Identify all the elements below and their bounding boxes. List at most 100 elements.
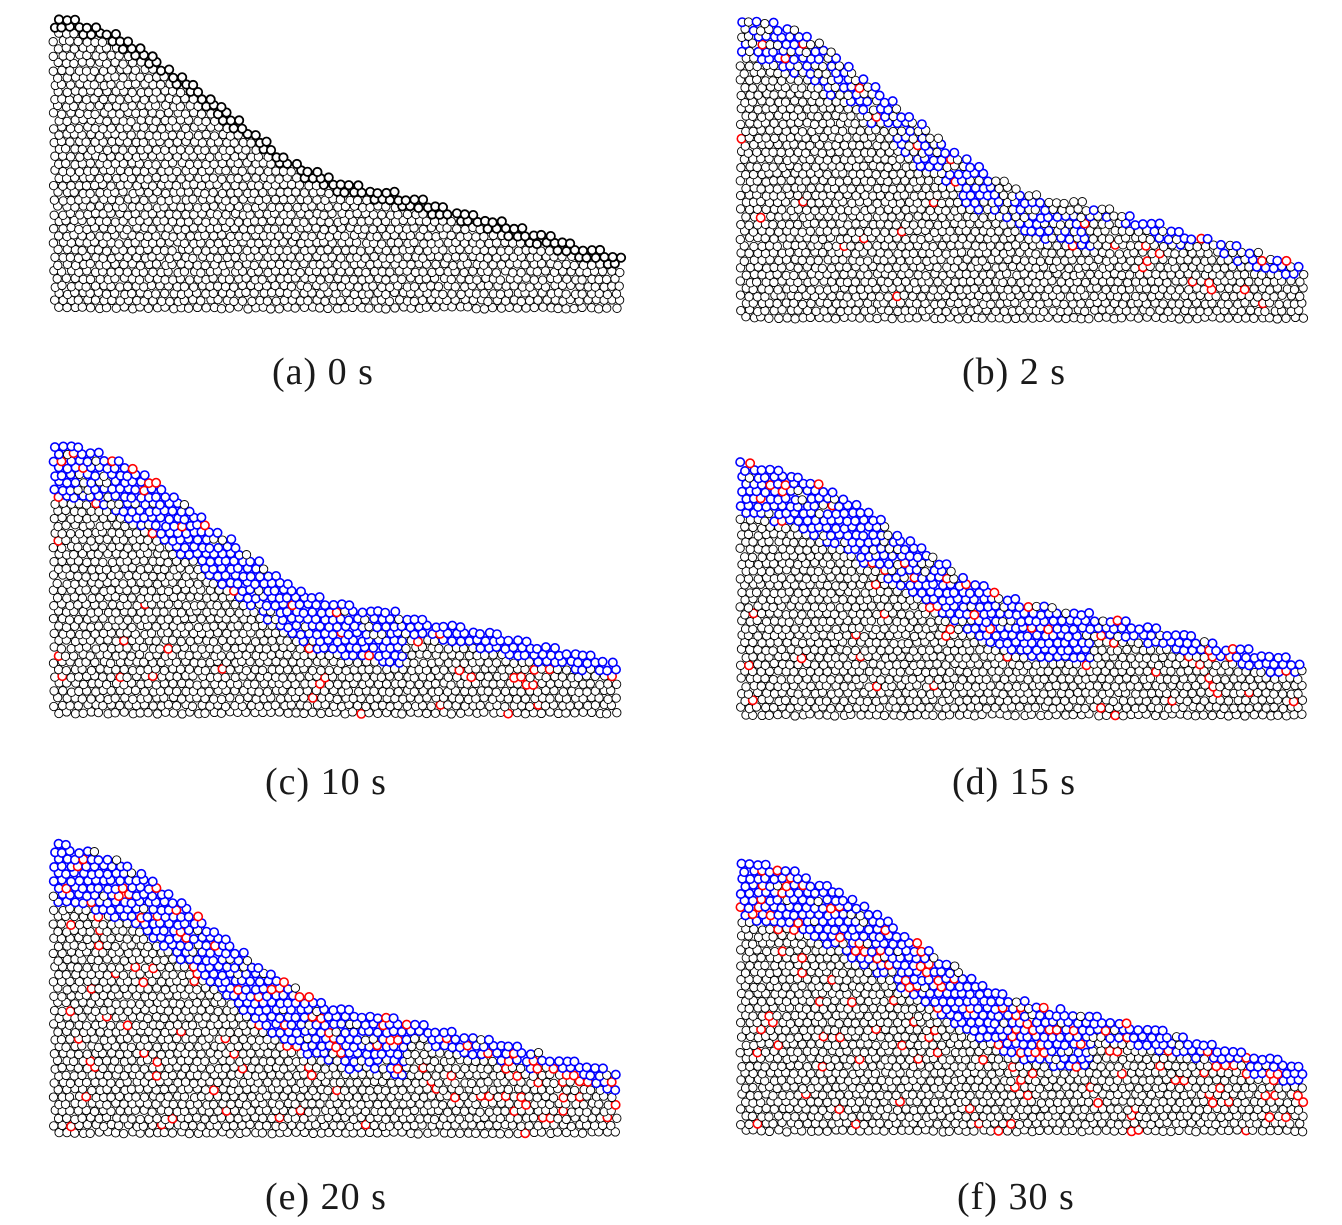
particle — [377, 223, 387, 234]
particle — [81, 630, 91, 640]
particle — [784, 220, 795, 230]
particle — [307, 692, 318, 703]
particle — [1068, 681, 1078, 691]
particle — [1186, 234, 1197, 245]
particle — [122, 267, 133, 277]
particle — [1003, 241, 1013, 252]
particle — [123, 281, 133, 292]
particle — [138, 137, 149, 148]
particle — [896, 126, 907, 136]
particle — [822, 111, 832, 121]
particle — [90, 470, 101, 481]
particle — [603, 694, 613, 704]
particle — [1297, 695, 1308, 705]
particle — [1118, 696, 1129, 706]
particle — [872, 313, 882, 324]
particle — [163, 586, 174, 597]
particle — [1126, 241, 1136, 251]
particle — [446, 636, 457, 647]
particle — [118, 131, 128, 141]
particle — [69, 550, 79, 560]
particle — [1076, 227, 1087, 238]
particle — [1064, 674, 1075, 684]
particle — [1253, 247, 1263, 258]
particle — [744, 660, 754, 671]
particle — [65, 252, 76, 263]
particle — [862, 298, 873, 308]
particle — [500, 644, 511, 655]
particle — [291, 708, 301, 718]
particle — [764, 285, 774, 295]
particle — [114, 499, 124, 509]
particle — [1052, 667, 1062, 677]
particle — [393, 238, 404, 248]
particle — [307, 665, 318, 676]
particle — [760, 18, 770, 29]
particle — [1170, 674, 1180, 685]
particle — [971, 682, 981, 692]
particle — [851, 219, 861, 229]
particle — [135, 665, 145, 676]
particle — [73, 36, 83, 47]
particle — [290, 289, 300, 299]
particle — [306, 593, 317, 604]
particle — [468, 210, 479, 221]
particle — [62, 116, 72, 127]
particle — [1244, 277, 1254, 287]
particle — [806, 198, 817, 208]
particle — [483, 672, 494, 682]
particle — [1231, 241, 1242, 252]
particle — [471, 232, 481, 242]
particle — [274, 231, 284, 241]
particle — [909, 278, 920, 288]
particle — [564, 238, 576, 249]
particle — [953, 256, 963, 266]
particle — [998, 262, 1008, 272]
particle — [1220, 675, 1230, 685]
panel-b — [735, 12, 1317, 324]
particle — [577, 275, 587, 285]
particle — [144, 607, 154, 617]
particle — [151, 636, 161, 646]
particle — [377, 210, 387, 220]
particle — [138, 108, 149, 118]
particle — [850, 206, 860, 216]
particle — [776, 175, 786, 186]
particle — [106, 500, 116, 510]
particle — [377, 629, 387, 639]
particle — [433, 281, 444, 292]
particle — [851, 191, 861, 201]
particle — [1195, 306, 1205, 316]
particle — [126, 506, 137, 517]
particle — [986, 227, 996, 237]
particle — [1163, 306, 1173, 317]
particle — [114, 528, 125, 538]
particle — [401, 643, 411, 654]
particle — [52, 578, 62, 589]
particle — [854, 242, 864, 252]
particle — [1032, 292, 1042, 302]
particle — [171, 644, 182, 654]
particle — [594, 274, 604, 285]
particle — [1011, 285, 1021, 295]
particle — [176, 694, 187, 704]
particle — [130, 685, 141, 696]
particle — [196, 109, 207, 119]
particle — [74, 123, 84, 134]
particle — [208, 187, 218, 198]
particle — [295, 629, 306, 640]
particle — [107, 136, 117, 147]
particle — [398, 694, 408, 704]
particle — [319, 224, 329, 235]
particle — [851, 305, 861, 316]
particle — [871, 227, 881, 237]
particle — [790, 711, 800, 721]
particle — [843, 220, 853, 230]
particle — [421, 302, 432, 312]
particle — [213, 542, 224, 553]
particle — [249, 188, 259, 198]
particle — [500, 702, 510, 712]
particle — [385, 701, 395, 712]
particle — [389, 186, 400, 197]
particle — [941, 306, 951, 317]
